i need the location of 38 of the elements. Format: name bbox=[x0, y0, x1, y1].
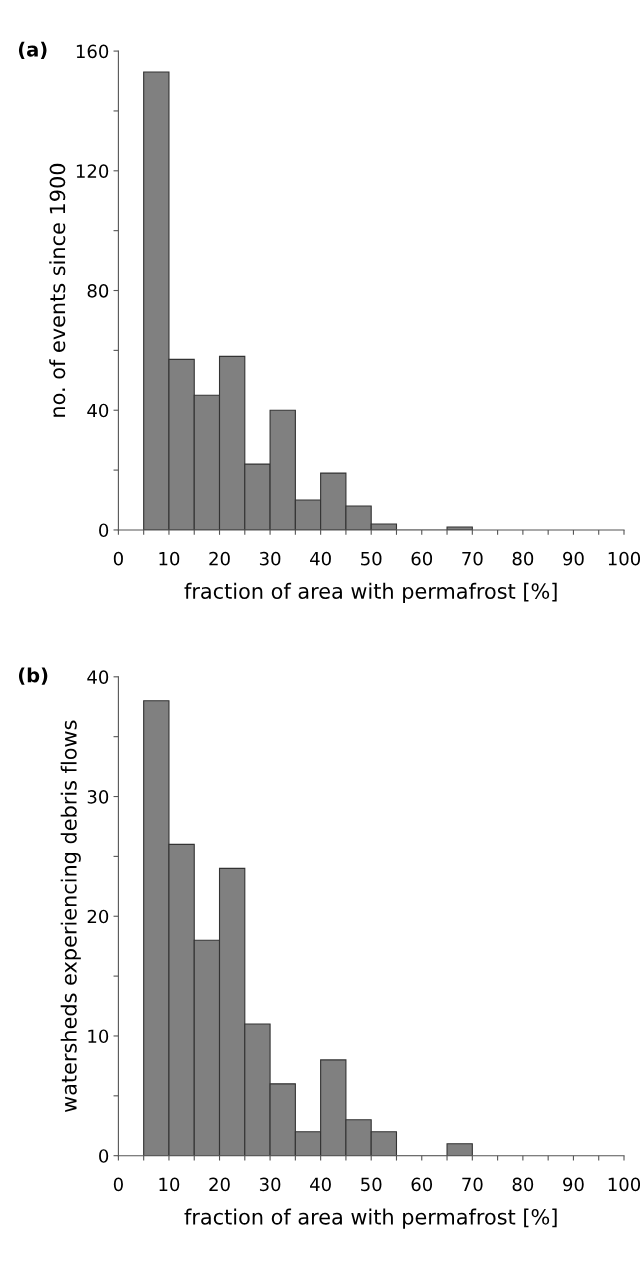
y-tick-label: 120 bbox=[76, 164, 109, 178]
x-tick-label: 80 bbox=[512, 1177, 534, 1192]
x-axis-title: fraction of area with permafrost [%] bbox=[184, 1208, 557, 1229]
x-tick-label: 20 bbox=[209, 551, 230, 566]
chart-title: (a) bbox=[18, 41, 47, 60]
x-tick-label: 80 bbox=[512, 551, 534, 566]
y-tick-label: 80 bbox=[87, 283, 109, 298]
x-tick-label: 100 bbox=[608, 551, 640, 566]
x-tick-label: 30 bbox=[259, 1177, 281, 1192]
y-axis-title: watersheds experiencing debris flows bbox=[60, 720, 81, 1113]
x-tick-label: 0 bbox=[113, 551, 123, 566]
x-tick-label: 60 bbox=[411, 551, 433, 566]
y-tick-label: 40 bbox=[87, 670, 109, 684]
x-tick-label: 10 bbox=[159, 1177, 180, 1192]
x-tick-label: 50 bbox=[361, 1177, 382, 1192]
x-tick-label: 30 bbox=[259, 551, 281, 566]
x-tick-label: 100 bbox=[608, 1177, 640, 1192]
y-tick-label: 0 bbox=[99, 523, 109, 538]
x-tick-label: 70 bbox=[462, 551, 483, 566]
y-tick-label: 10 bbox=[88, 1029, 109, 1044]
y-axis-title: no. of events since 1900 bbox=[49, 163, 66, 417]
x-tick-label: 40 bbox=[310, 1177, 331, 1192]
x-axis-title: fraction of area with permafrost [%] bbox=[184, 582, 557, 604]
x-tick-label: 40 bbox=[310, 551, 331, 566]
x-tick-label: 60 bbox=[411, 1177, 433, 1192]
chart-title: (b) bbox=[18, 667, 48, 685]
x-tick-label: 10 bbox=[159, 551, 180, 566]
x-tick-label: 70 bbox=[462, 1177, 483, 1192]
y-tick-label: 40 bbox=[87, 403, 109, 418]
x-tick-label: 90 bbox=[563, 551, 584, 566]
x-tick-label: 90 bbox=[563, 1177, 584, 1192]
x-tick-label: 50 bbox=[361, 551, 382, 566]
x-tick-label: 20 bbox=[209, 1177, 230, 1192]
y-tick-label: 20 bbox=[87, 909, 109, 924]
y-tick-label: 0 bbox=[99, 1149, 109, 1163]
y-tick-label: 30 bbox=[87, 789, 109, 804]
x-tick-label: 0 bbox=[113, 1177, 123, 1192]
y-tick-label: 160 bbox=[76, 44, 109, 59]
